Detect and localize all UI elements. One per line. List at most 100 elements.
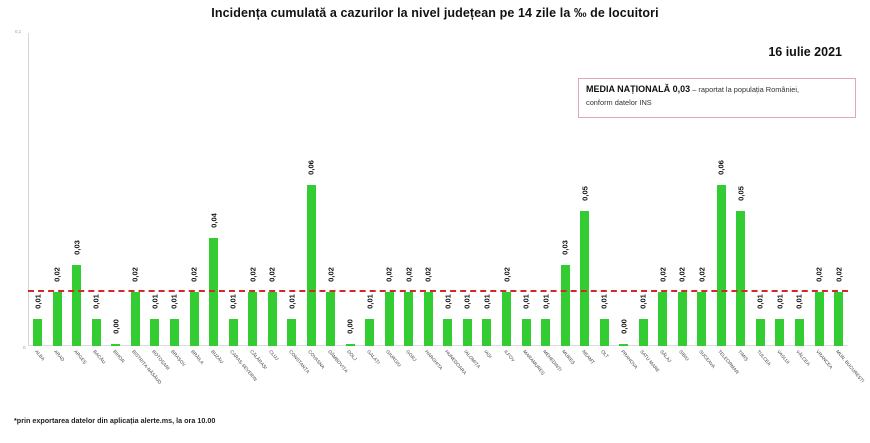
- bar-value-label: 0,05: [736, 186, 746, 202]
- bar-value-label: 0,02: [814, 267, 824, 283]
- x-axis-tick: BRAȘOV: [165, 349, 188, 397]
- bar-value-label: 0,01: [755, 294, 765, 309]
- report-date: 16 iulie 2021: [768, 45, 842, 59]
- bar: [72, 265, 82, 346]
- x-axis-tick-label: GORJ: [405, 349, 418, 363]
- page-title: Incidența cumulată a cazurilor la nivel …: [211, 6, 659, 20]
- bar-column: 0,02: [419, 33, 439, 346]
- x-axis-tick-label: VASLUI: [776, 349, 791, 365]
- y-axis-bottom-tick: 0: [23, 345, 26, 350]
- bar-value-label: 0,02: [267, 267, 277, 283]
- x-axis-tick: TIMIȘ: [731, 349, 751, 397]
- x-axis-tick-label: IAȘI: [483, 349, 493, 360]
- bar: [834, 292, 844, 346]
- bar-value-label: 0,01: [169, 294, 179, 309]
- bar-column: 0,02: [321, 33, 341, 346]
- x-axis-tick: GALAȚI: [360, 349, 381, 397]
- bar-value-label: 0,01: [443, 294, 453, 309]
- bar: [638, 319, 648, 346]
- bar-value-label: 0,01: [599, 294, 609, 309]
- x-axis-tick: VRANCEA: [809, 349, 834, 397]
- bar-column: 0,05: [731, 33, 751, 346]
- bar-column: 0,01: [223, 33, 243, 346]
- bar: [287, 319, 297, 346]
- bar-value-label: 0,02: [677, 267, 687, 283]
- x-axis-tick-label: OLT: [600, 349, 610, 360]
- bar: [814, 292, 824, 346]
- bar: [365, 319, 375, 346]
- x-axis-tick: MUN. BUCUREȘTI: [829, 349, 865, 397]
- bar-column: 0,01: [633, 33, 653, 346]
- bar: [794, 319, 804, 346]
- bar-column: 0,02: [380, 33, 400, 346]
- x-axis-tick-label: BRĂILA: [190, 349, 205, 366]
- bar-column: 0,02: [184, 33, 204, 346]
- x-axis-tick: SIBIU: [673, 349, 693, 397]
- bar-column: 0,01: [594, 33, 614, 346]
- bar-column: 0,02: [126, 33, 146, 346]
- bar-value-label: 0,01: [287, 294, 297, 309]
- bar: [521, 319, 531, 346]
- bar-column: 0,02: [497, 33, 517, 346]
- bar: [384, 292, 394, 346]
- x-axis-tick: ARGEȘ: [67, 349, 87, 397]
- bar-series: 0,01 0,02 0,03 0,01 0,00 0,02 0,01 0,01 0,02 0,04…: [28, 33, 848, 346]
- bar-value-label: 0,02: [130, 267, 140, 283]
- x-axis-tick-label: ARGEȘ: [72, 349, 88, 365]
- x-axis-tick: BACĂU: [87, 349, 107, 397]
- x-axis-tick: GIURGIU: [380, 349, 402, 397]
- bar: [716, 184, 726, 346]
- y-axis-top-tick: 0,1: [15, 29, 22, 34]
- bar-column: 0,01: [165, 33, 185, 346]
- bar-column: 0,01: [145, 33, 165, 346]
- bar-column: 0,06: [712, 33, 732, 346]
- bar: [111, 344, 121, 346]
- bar: [130, 292, 140, 346]
- x-axis-tick: MUREȘ: [555, 349, 577, 397]
- bar-value-label: 0,02: [189, 267, 199, 283]
- x-axis-tick-label: CLUJ: [268, 349, 280, 362]
- bar-column: 0,01: [770, 33, 790, 346]
- bar-value-label: 0,01: [462, 294, 472, 309]
- bar: [541, 319, 551, 346]
- bar-column: 0,01: [516, 33, 536, 346]
- bar: [169, 319, 179, 346]
- x-axis-tick: OLT: [594, 349, 614, 397]
- bar-column: 0,02: [243, 33, 263, 346]
- x-axis-tick: VASLUI: [770, 349, 791, 397]
- bar-value-label: 0,02: [423, 267, 433, 283]
- bar: [443, 319, 453, 346]
- bar: [580, 211, 590, 346]
- x-axis-tick: CĂLĂRAȘI: [243, 349, 268, 397]
- bar: [619, 344, 629, 346]
- x-axis-tick: NEAMȚ: [575, 349, 595, 397]
- bar-column: 0,01: [87, 33, 107, 346]
- x-axis-tick-label: BACĂU: [92, 349, 107, 365]
- bar-column: 0,02: [809, 33, 829, 346]
- bar-value-label: 0,02: [697, 267, 707, 283]
- bar-column: 0,00: [341, 33, 361, 346]
- bar: [33, 319, 43, 346]
- x-axis-tick-label: GALAȚI: [365, 349, 381, 366]
- x-axis-labels: ALBA ARAD ARGEȘ BACĂU BIHOR BISTRIȚA-NĂSĂUD BO…: [28, 349, 865, 397]
- bar-column: 0,03: [555, 33, 575, 346]
- bar-value-label: 0,01: [482, 294, 492, 309]
- bar-column: 0,02: [692, 33, 712, 346]
- x-axis-tick: COVASNA: [301, 349, 326, 397]
- x-axis-tick: SUCEAVA: [692, 349, 716, 397]
- bar-column: 0,01: [282, 33, 302, 346]
- x-axis-tick: TELEORMAN: [712, 349, 741, 397]
- x-axis-tick: BIHOR: [106, 349, 126, 397]
- bar-column: 0,02: [399, 33, 419, 346]
- bar: [560, 265, 570, 346]
- x-axis-tick: IAȘI: [477, 349, 497, 397]
- national-average-line: [28, 290, 848, 293]
- national-average-box: MEDIA NAȚIONALĂ 0,03 – raportat la popul…: [578, 78, 856, 118]
- bar-column: 0,04: [204, 33, 224, 346]
- bar-column: 0,00: [614, 33, 634, 346]
- bar-column: 0,06: [301, 33, 321, 346]
- x-axis-tick: SĂLAJ: [653, 349, 673, 397]
- bar: [326, 292, 336, 346]
- bar-value-label: 0,01: [365, 294, 375, 309]
- x-axis-tick-label: MUREȘ: [561, 349, 577, 366]
